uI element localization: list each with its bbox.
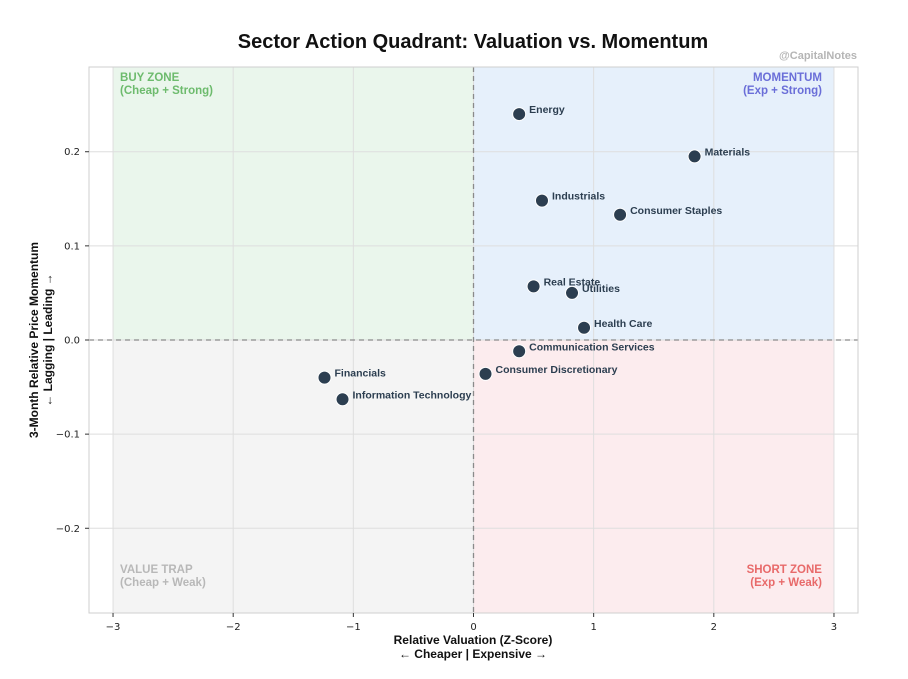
- axis-ticks: −3 −2 −1 0 1 2 3 0.2 0.1 0.0 −0.1 −0.2: [56, 147, 837, 633]
- point-financials: [317, 370, 332, 385]
- point-label-information-technology: Information Technology: [353, 389, 472, 401]
- quadrant-top-left-fill: [113, 67, 474, 340]
- point-consumer-discretionary: [478, 366, 493, 381]
- quadrant-label-top-left: BUY ZONE: [120, 72, 180, 84]
- quadrant-label-top-right: MOMENTUM: [753, 72, 822, 84]
- x-tick-label: 0: [470, 622, 476, 633]
- quadrant-shading: [113, 67, 834, 613]
- zero-lines: [89, 67, 858, 613]
- point-label-communication-services: Communication Services: [529, 341, 655, 353]
- point-energy: [512, 107, 527, 122]
- x-tick-label: 1: [590, 622, 596, 633]
- point-communication-services: [512, 344, 527, 359]
- y-axis-label: 3-Month Relative Price Momentum: [27, 242, 41, 438]
- point-label-materials: Materials: [705, 146, 751, 158]
- quadrant-top-right-fill: [473, 67, 834, 340]
- watermark: @CapitalNotes: [779, 50, 857, 62]
- point-materials: [687, 149, 702, 164]
- quadrant-sublabel-bottom-left: (Cheap + Weak): [120, 577, 206, 589]
- quadrant-sublabel-top-left: (Cheap + Strong): [120, 85, 213, 97]
- point-label-real-estate: Real Estate: [544, 276, 601, 288]
- point-label-consumer-discretionary: Consumer Discretionary: [496, 364, 618, 376]
- quadrant-labels: BUY ZONE(Cheap + Strong) MOMENTUM(Exp + S…: [120, 72, 822, 589]
- point-health-care: [577, 320, 592, 335]
- point-label-consumer-staples: Consumer Staples: [630, 205, 722, 217]
- y-tick-label: 0.0: [64, 336, 80, 347]
- y-tick-label: −0.2: [56, 524, 80, 535]
- quadrant-sublabel-top-right: (Exp + Strong): [743, 85, 822, 97]
- quadrant-label-bottom-right: SHORT ZONE: [747, 564, 823, 576]
- point-label-health-care: Health Care: [594, 318, 653, 330]
- point-label-energy: Energy: [529, 104, 565, 116]
- y-axis-sublabel: ← Lagging | Leading →: [41, 273, 55, 406]
- quadrant-label-bottom-left: VALUE TRAP: [120, 564, 193, 576]
- point-label-financials: Financials: [335, 368, 387, 380]
- x-tick-label: 2: [711, 622, 717, 633]
- x-axis-sublabel: ← Cheaper | Expensive →: [399, 647, 547, 661]
- quadrant-sublabel-bottom-right: (Exp + Weak): [750, 577, 822, 589]
- x-axis-label: Relative Valuation (Z-Score): [394, 633, 553, 647]
- y-tick-label: −0.1: [56, 430, 80, 441]
- quadrant-bottom-right-fill: [473, 340, 834, 613]
- y-tick-label: 0.1: [64, 241, 80, 252]
- point-utilities: [565, 285, 580, 300]
- point-real-estate: [526, 279, 541, 294]
- x-tick-label: −2: [226, 622, 241, 633]
- point-label-industrials: Industrials: [552, 191, 605, 203]
- point-information-technology: [335, 392, 350, 407]
- point-industrials: [534, 193, 549, 208]
- y-tick-label: 0.2: [64, 147, 80, 158]
- x-tick-label: −1: [346, 622, 361, 633]
- point-consumer-staples: [613, 207, 628, 222]
- chart-title: Sector Action Quadrant: Valuation vs. Mo…: [238, 31, 708, 53]
- x-tick-label: 3: [831, 622, 837, 633]
- data-points: Energy Materials Industrials Consumer Stapl…: [317, 104, 751, 407]
- x-tick-label: −3: [106, 622, 121, 633]
- quadrant-bottom-left-fill: [113, 340, 474, 613]
- point-label-utilities: Utilities: [582, 283, 620, 295]
